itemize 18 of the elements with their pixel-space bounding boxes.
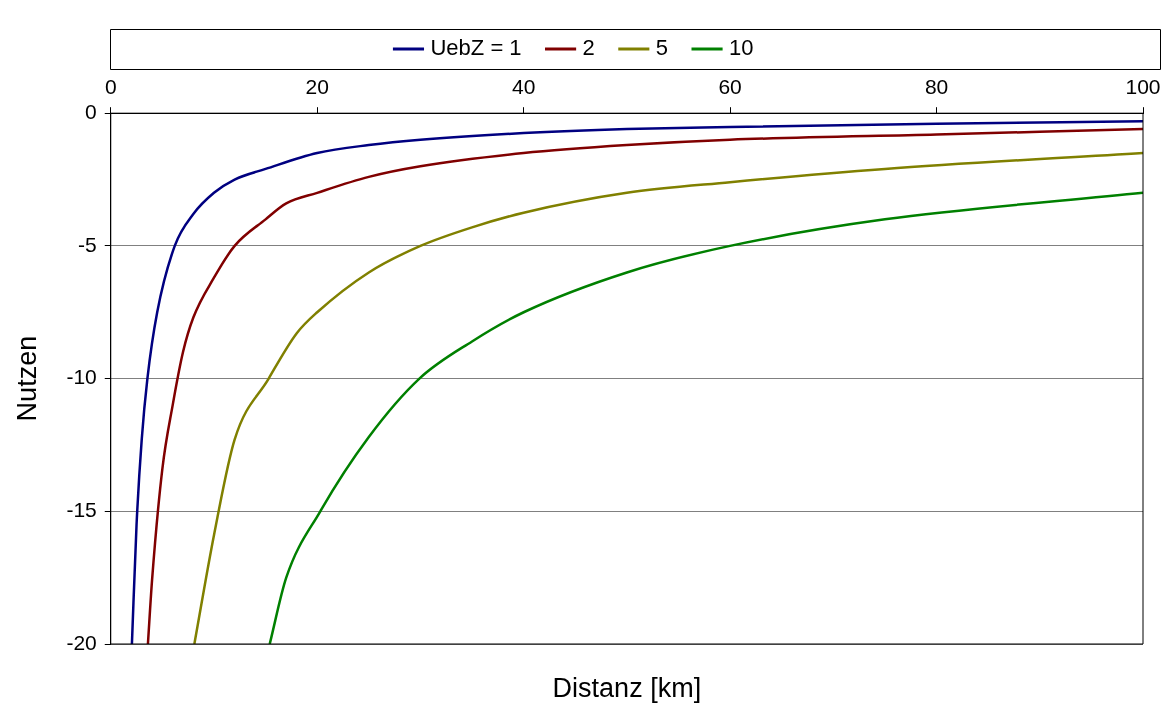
x-tick-label: 100	[1125, 75, 1161, 99]
y-tick-label: -20	[66, 630, 97, 654]
y-tick-label: -10	[66, 365, 97, 389]
line-series	[268, 191, 1143, 644]
legend-label: UebZ = 1	[430, 35, 522, 61]
legend-label: 2	[582, 35, 595, 61]
legend-label: 10	[729, 35, 754, 61]
x-axis-title: Distanz [km]	[552, 673, 702, 704]
y-tick-label: -15	[66, 498, 97, 522]
y-tick-label: -5	[78, 232, 97, 256]
y-tick-label: 0	[85, 100, 97, 123]
y-axis-title: Nutzen	[11, 335, 42, 422]
x-tick-label: 40	[511, 75, 536, 99]
x-tick-label: 20	[305, 75, 329, 99]
legend-label: 5	[655, 35, 669, 61]
x-tick-label: 0	[104, 75, 117, 99]
x-tick-label: 80	[924, 75, 949, 99]
x-tick-label: 60	[718, 75, 742, 99]
